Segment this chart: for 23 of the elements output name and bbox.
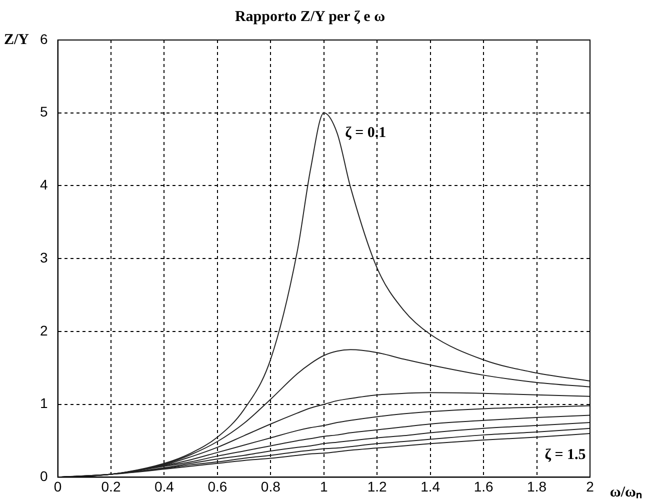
y-tick-label: 0 bbox=[40, 468, 48, 484]
x-tick-label: 0.8 bbox=[260, 478, 281, 494]
x-tick-label: 1.8 bbox=[527, 478, 547, 494]
annotation: ζ = 0.1 bbox=[345, 125, 386, 141]
y-tick-label: 1 bbox=[40, 395, 48, 412]
x-tick-label: 1 bbox=[320, 478, 328, 494]
y-tick-label: 4 bbox=[40, 176, 48, 193]
annotation: ζ = 1.5 bbox=[544, 447, 586, 464]
x-axis-title: ω/ωₙ bbox=[610, 484, 642, 500]
y-tick-label: 3 bbox=[40, 249, 48, 266]
y-tick-label: 2 bbox=[40, 322, 48, 338]
x-tick-label: 0.2 bbox=[101, 478, 121, 494]
x-tick-label: 1.4 bbox=[420, 478, 440, 494]
y-tick-label: 5 bbox=[40, 104, 48, 120]
y-tick-label: 6 bbox=[40, 30, 48, 47]
x-tick-label: 1.6 bbox=[474, 478, 494, 494]
x-tick-label: 0 bbox=[54, 478, 62, 494]
x-tick-label: 2 bbox=[586, 478, 594, 494]
x-tick-label: 0.4 bbox=[154, 478, 174, 494]
chart-title: Rapporto Z/Y per ζ e ω bbox=[234, 8, 386, 25]
x-tick-label: 1.2 bbox=[367, 478, 388, 494]
x-tick-label: 0.6 bbox=[208, 478, 228, 494]
y-axis-title: Z/Y bbox=[4, 32, 30, 48]
